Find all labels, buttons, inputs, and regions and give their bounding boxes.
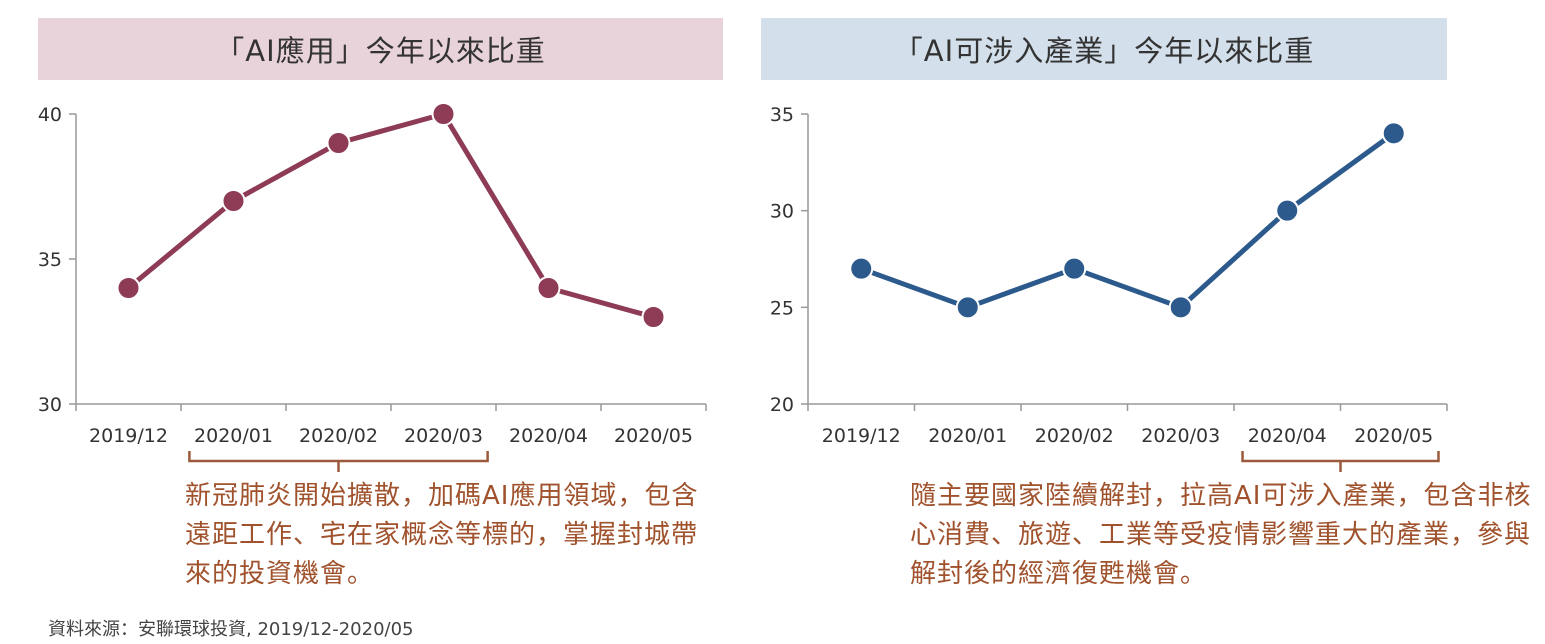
right-chart-title: 「AI可涉入產業」今年以來比重 — [761, 18, 1447, 80]
left-y-tick-label: 35 — [38, 249, 62, 271]
left-x-tick-label: 2020/02 — [299, 425, 378, 447]
right-y-tick-label: 20 — [770, 394, 794, 416]
right-series-line — [858, 130, 1397, 310]
left-data-point — [536, 276, 561, 300]
right-data-point — [1381, 121, 1406, 146]
right-annotation-bracket — [1241, 451, 1440, 472]
left-x-tick-label: 2020/05 — [614, 425, 693, 447]
right-data-point — [1062, 256, 1087, 281]
right-data-point — [955, 295, 980, 320]
left-x-tick-label: 2019/12 — [89, 425, 168, 447]
right-x-tick-label: 2020/01 — [928, 425, 1007, 447]
source-note: 資料來源：安聯環球投資, 2019/12-2020/05 — [48, 619, 414, 640]
left-annotation-bracket — [188, 451, 489, 472]
right-data-point — [1168, 295, 1193, 320]
right-data-point — [849, 256, 874, 281]
right-x-tick-label: 2020/02 — [1035, 425, 1114, 447]
right-x-tick-label: 2020/05 — [1354, 425, 1433, 447]
left-chart-title: 「AI應用」今年以來比重 — [38, 18, 723, 80]
left-data-point — [116, 276, 141, 300]
right-y-tick-label: 30 — [770, 201, 794, 223]
left-data-point — [431, 102, 456, 126]
left-data-point — [326, 131, 351, 155]
left-data-point — [641, 305, 666, 329]
left-x-tick-label: 2020/01 — [194, 425, 273, 447]
left-data-point — [221, 189, 246, 213]
right-y-tick-label: 35 — [770, 104, 794, 126]
right-data-point — [1275, 198, 1300, 223]
right-x-tick-label: 2020/04 — [1248, 425, 1327, 447]
right-y-tick-label: 25 — [770, 297, 794, 319]
left-x-tick-label: 2020/03 — [404, 425, 483, 447]
right-annotation-text: 隨主要國家陸續解封，拉高AI可涉入產業，包含非核心消費、旅遊、工業等受疫情影響重… — [910, 481, 1532, 589]
left-y-tick-label: 40 — [38, 104, 62, 126]
left-series-line — [126, 111, 656, 320]
left-y-tick-label: 30 — [38, 394, 62, 416]
left-x-tick-label: 2020/04 — [509, 425, 588, 447]
right-x-tick-label: 2020/03 — [1141, 425, 1220, 447]
left-annotation-text: 新冠肺炎開始擴散，加碼AI應用領域，包含遠距工作、宅在家概念等標的，掌握封城帶來… — [185, 481, 699, 589]
right-x-tick-label: 2019/12 — [822, 425, 901, 447]
